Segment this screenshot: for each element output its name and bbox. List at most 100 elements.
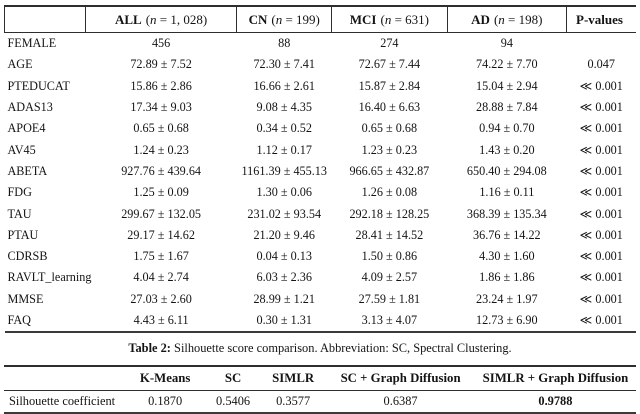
cell-pvalue: ≪ 0.001 <box>579 100 623 115</box>
cell-cn: 0.30 ± 1.31 <box>256 313 312 327</box>
cell-cn: 1161.39 ± 455.13 <box>241 163 327 178</box>
cell-all: 72.89 ± 7.52 <box>130 57 192 72</box>
cell-all: 927.76 ± 439.64 <box>121 163 202 178</box>
cell-mci: 1.26 ± 0.08 <box>361 185 418 200</box>
table-row: APOE4 0.65 ± 0.68 0.34 ± 0.52 0.65 ± 0.6… <box>5 118 637 139</box>
table-row: CDRSB 1.75 ± 1.67 0.04 ± 0.13 1.50 ± 0.8… <box>5 246 637 267</box>
row-label: CDRSB <box>7 249 48 264</box>
method-column-header <box>4 366 125 392</box>
cell-all: 15.86 ± 2.86 <box>130 78 192 93</box>
cell-cn: 28.99 ± 1.21 <box>253 291 315 306</box>
column-sample-size: (n = 199) <box>271 11 320 27</box>
cell-sc: 0.5406 <box>216 394 251 409</box>
row-label: MMSE <box>7 291 44 306</box>
table-row: TAU 299.67 ± 132.05 231.02 ± 93.54 292.1… <box>5 203 637 224</box>
column-header: AD (n = 198) <box>446 6 567 33</box>
column-header: P-values <box>566 6 636 33</box>
cell-ad: 15.04 ± 2.94 <box>476 78 538 93</box>
cell-all: 27.03 ± 2.60 <box>130 291 192 306</box>
cell-pvalue: ≪ 0.001 <box>579 249 623 264</box>
silhouette-score-table: K-Means SC SIMLR SC + Graph Diffusion SI… <box>4 365 636 414</box>
method-column-header: SC + Graph Diffusion <box>326 366 475 392</box>
table-row: Silhouette coefficient 0.1870 0.5406 0.3… <box>4 391 636 414</box>
row-label: ABETA <box>7 163 48 178</box>
column-title: P-values <box>576 11 623 27</box>
row-label: Silhouette coefficient <box>9 394 116 409</box>
cell-cn: 9.08 ± 4.35 <box>256 100 312 115</box>
cell-mci: 28.41 ± 14.52 <box>355 227 424 242</box>
table2-caption: Table 2: Silhouette score comparison. Ab… <box>4 341 636 356</box>
table-row: ADAS13 17.34 ± 9.03 9.08 ± 4.35 16.40 ± … <box>5 97 637 118</box>
column-title: MCI <box>349 11 377 27</box>
cell-ad: 1.43 ± 0.20 <box>479 142 535 157</box>
cell-cn: 1.30 ± 0.06 <box>256 185 312 200</box>
row-label: TAU <box>7 206 32 221</box>
cell-ad: 94 <box>500 36 513 51</box>
cell-ad: 368.39 ± 135.34 <box>466 206 547 221</box>
cell-pvalue: ≪ 0.001 <box>579 142 623 157</box>
cell-ad: 4.30 ± 1.60 <box>479 249 535 264</box>
row-label: AV45 <box>7 142 36 157</box>
cell-cn: 72.30 ± 7.41 <box>253 57 315 72</box>
cell-all: 4.43 ± 6.11 <box>133 313 189 327</box>
cell-ad: 1.16 ± 0.11 <box>479 185 535 200</box>
table2-header-row: K-Means SC SIMLR SC + Graph Diffusion SI… <box>4 366 636 392</box>
table1-body: FEMALE 456 88 274 94 AGE 72.89 ± 7.52 72… <box>5 33 637 333</box>
row-label: PTAU <box>7 227 39 242</box>
cell-mci: 15.87 ± 2.84 <box>358 78 421 93</box>
cell-mci: 274 <box>380 36 399 51</box>
cell-all: 0.65 ± 0.68 <box>133 121 189 136</box>
column-sample-size: (n = 1, 028) <box>145 11 208 27</box>
cell-all: 1.25 ± 0.09 <box>133 185 189 200</box>
cell-mci: 3.13 ± 4.07 <box>361 313 418 327</box>
method-column-header: SIMLR <box>259 366 327 392</box>
cell-pvalue <box>567 33 637 55</box>
cell-simlr: 0.3577 <box>276 394 311 409</box>
row-label: AGE <box>7 57 33 72</box>
row-label: PTEDUCAT <box>7 78 70 93</box>
column-header <box>4 6 86 33</box>
table2-header: K-Means SC SIMLR SC + Graph Diffusion SI… <box>4 366 636 392</box>
cell-ad: 1.86 ± 1.86 <box>479 270 535 285</box>
column-sample-size: (n = 631) <box>380 11 429 27</box>
cell-ad: 12.73 ± 6.90 <box>476 313 538 327</box>
cell-mci: 1.50 ± 0.86 <box>361 249 418 264</box>
cell-kmeans: 0.1870 <box>148 394 183 409</box>
cell-sc-graph-diffusion: 0.6387 <box>383 394 418 409</box>
cell-pvalue: ≪ 0.001 <box>579 313 623 327</box>
cell-cn: 88 <box>278 36 291 51</box>
cell-all: 1.24 ± 0.23 <box>133 142 189 157</box>
cell-pvalue: ≪ 0.001 <box>579 291 623 306</box>
cell-cn: 0.34 ± 0.52 <box>256 121 312 136</box>
cell-cn: 16.66 ± 2.61 <box>253 78 315 93</box>
table2-body: Silhouette coefficient 0.1870 0.5406 0.3… <box>4 391 636 414</box>
cohort-statistics-table: ALL (n = 1, 028) CN (n = 199) MCI (n = 631)… <box>4 5 637 334</box>
cell-pvalue: ≪ 0.001 <box>579 227 623 242</box>
cell-ad: 650.40 ± 294.08 <box>466 163 547 178</box>
cell-pvalue: 0.047 <box>587 57 615 72</box>
table-row: AV45 1.24 ± 0.23 1.12 ± 0.17 1.23 ± 0.23… <box>5 139 637 160</box>
cell-all: 29.17 ± 14.62 <box>127 227 195 242</box>
cell-cn: 231.02 ± 93.54 <box>247 206 322 221</box>
table-row: PTEDUCAT 15.86 ± 2.86 16.66 ± 2.61 15.87… <box>5 76 637 97</box>
cell-ad: 23.24 ± 1.97 <box>476 291 538 306</box>
table-row: MMSE 27.03 ± 2.60 28.99 ± 1.21 27.59 ± 1… <box>5 289 637 310</box>
cell-mci: 292.18 ± 128.25 <box>349 206 430 221</box>
cell-pvalue: ≪ 0.001 <box>579 163 623 178</box>
cell-all: 1.75 ± 1.67 <box>133 249 189 264</box>
cell-cn: 6.03 ± 2.36 <box>256 270 312 285</box>
cell-mci: 27.59 ± 1.81 <box>358 291 421 306</box>
caption-text: Silhouette score comparison. Abbreviatio… <box>174 341 512 356</box>
column-title: CN <box>248 11 268 27</box>
cell-mci: 966.65 ± 432.87 <box>349 163 430 178</box>
column-header: CN (n = 199) <box>236 6 332 33</box>
method-column-header: SIMLR + Graph Diffusion <box>474 366 636 392</box>
cell-pvalue: ≪ 0.001 <box>579 206 623 221</box>
table-row: FDG 1.25 ± 0.09 1.30 ± 0.06 1.26 ± 0.08 … <box>5 182 637 203</box>
column-title: ALL <box>114 11 142 27</box>
cell-ad: 36.76 ± 14.22 <box>473 227 541 242</box>
table1-header-row: ALL (n = 1, 028) CN (n = 199) MCI (n = 631)… <box>4 6 636 33</box>
caption-number: Table 2: <box>128 341 171 356</box>
cell-simlr-graph-diffusion: 0.9788 <box>538 394 573 409</box>
